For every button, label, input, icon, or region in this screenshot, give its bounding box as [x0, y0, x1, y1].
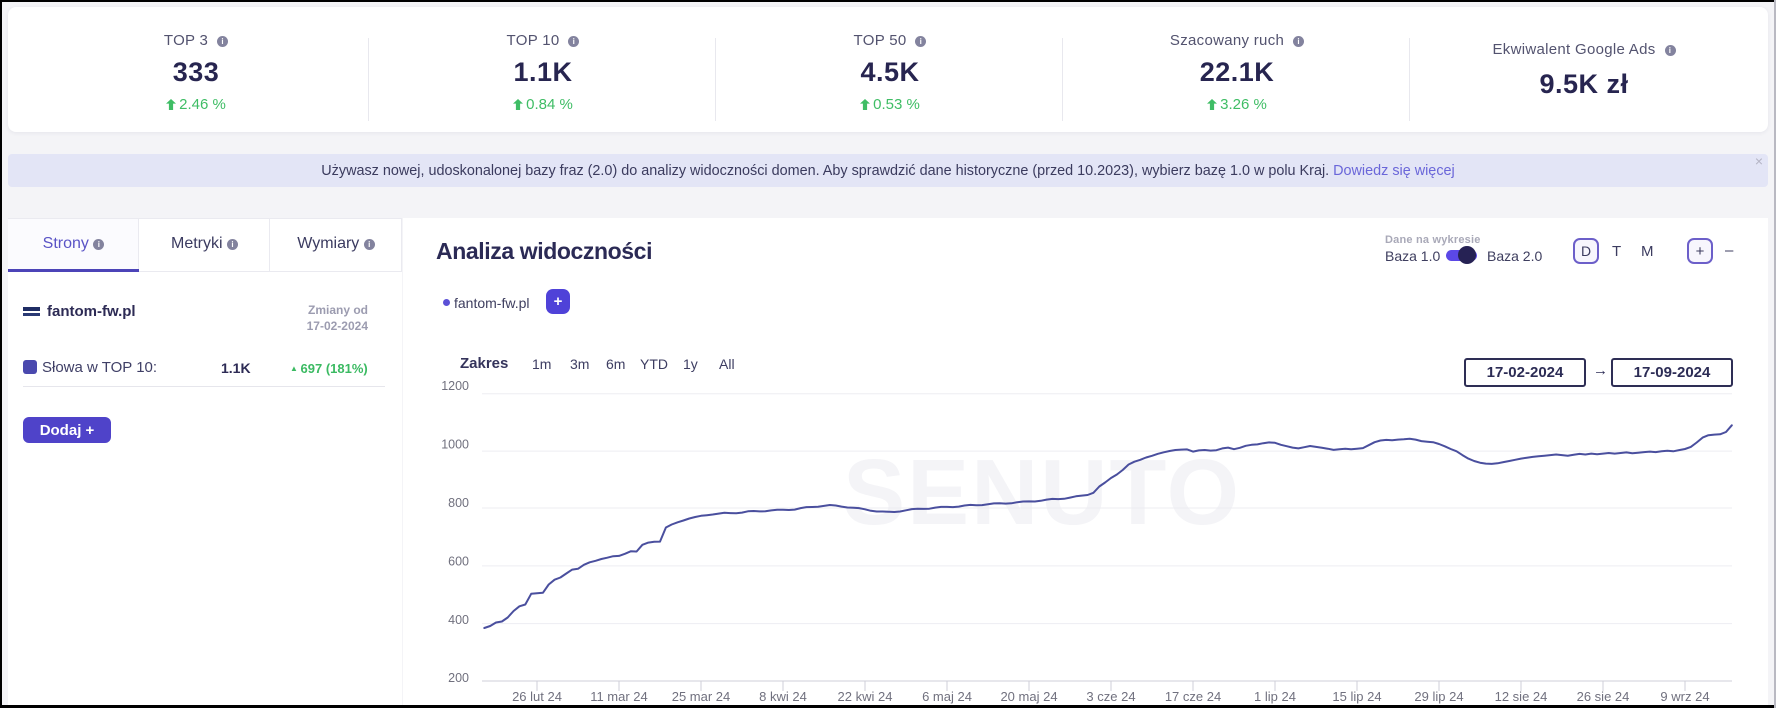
svg-text:1200: 1200 — [441, 379, 469, 393]
svg-text:200: 200 — [448, 671, 469, 685]
svg-text:12 sie 24: 12 sie 24 — [1495, 689, 1548, 704]
svg-text:11 mar 24: 11 mar 24 — [590, 689, 648, 704]
svg-text:9 wrz 24: 9 wrz 24 — [1660, 689, 1709, 704]
svg-text:400: 400 — [448, 613, 469, 627]
svg-text:20 maj 24: 20 maj 24 — [1000, 689, 1057, 704]
svg-text:1000: 1000 — [441, 438, 469, 452]
svg-text:22 kwi 24: 22 kwi 24 — [838, 689, 893, 704]
svg-text:1 lip 24: 1 lip 24 — [1254, 689, 1296, 704]
svg-text:SENUTO: SENUTO — [843, 440, 1241, 544]
svg-text:25 mar 24: 25 mar 24 — [672, 689, 731, 704]
svg-text:3 cze 24: 3 cze 24 — [1086, 689, 1135, 704]
svg-text:800: 800 — [448, 496, 469, 510]
svg-text:26 lut 24: 26 lut 24 — [512, 689, 562, 704]
svg-text:600: 600 — [448, 555, 469, 569]
svg-text:8 kwi 24: 8 kwi 24 — [759, 689, 807, 704]
svg-text:15 lip 24: 15 lip 24 — [1332, 689, 1381, 704]
svg-text:17 cze 24: 17 cze 24 — [1165, 689, 1221, 704]
svg-text:6 maj 24: 6 maj 24 — [922, 689, 972, 704]
svg-text:26 sie 24: 26 sie 24 — [1577, 689, 1630, 704]
svg-text:29 lip 24: 29 lip 24 — [1414, 689, 1463, 704]
